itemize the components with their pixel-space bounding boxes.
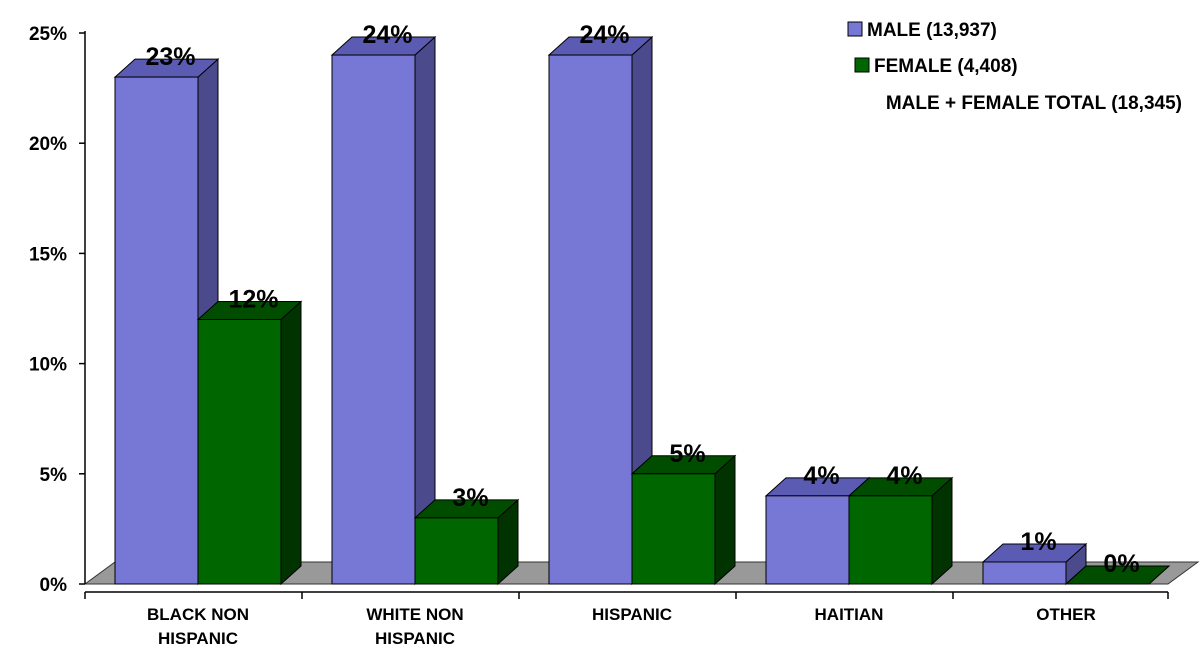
data-label: 5% [669,440,705,468]
category-label: HAITIAN [815,605,884,624]
data-label: 3% [452,484,488,512]
category-label: OTHER [1036,605,1096,624]
bar-female [847,476,954,586]
y-tick-label: 10% [29,355,67,376]
data-label: 12% [228,286,278,314]
legend-label-female: FEMALE (4,408) [874,56,1018,77]
data-label: 23% [145,43,195,71]
bar-female [1064,565,1171,585]
bar-female [630,454,737,586]
y-tick-label: 25% [29,24,67,45]
data-label: 24% [579,21,629,49]
legend-total-note: MALE + FEMALE TOTAL (18,345) [886,93,1182,114]
category-label: HISPANIC [592,605,672,624]
y-tick-label: 5% [40,465,68,486]
bar-male [547,35,654,586]
legend-swatch-male [847,21,863,37]
data-label: 4% [803,462,839,490]
y-tick-label: 20% [29,134,67,155]
category-label: WHITE NON HISPANIC [366,605,463,648]
bar-male [981,542,1088,586]
data-label: 0% [1103,550,1139,578]
legend-label-male: MALE (13,937) [867,20,997,41]
bar-female [196,300,303,586]
data-label: 4% [886,462,922,490]
data-label: 24% [362,21,412,49]
bar-female [413,498,520,586]
bar-male [330,35,437,586]
y-tick-label: 0% [40,575,68,596]
legend: MALE (13,937) FEMALE (4,408) MALE + FEMA… [847,20,1182,114]
data-label: 1% [1020,528,1056,556]
y-tick-label: 15% [29,244,67,265]
legend-swatch-female [854,57,870,73]
category-label: BLACK NON HISPANIC [147,605,249,648]
